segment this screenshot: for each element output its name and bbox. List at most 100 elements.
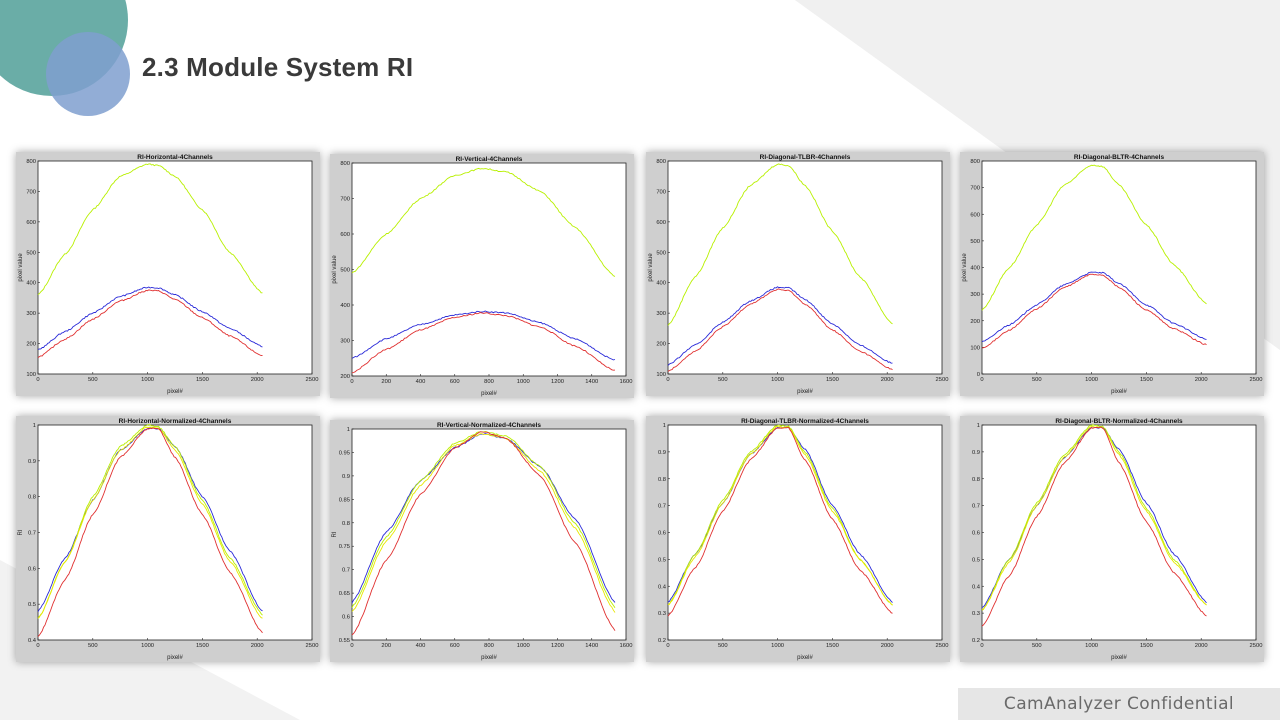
y-tick-label: 800 — [970, 159, 980, 165]
y-tick-label: 0.6 — [28, 566, 36, 572]
x-tick-label: 0 — [666, 377, 669, 383]
chart-ri-horizontal: RI-Horizontal-4Channels 0 500 1000 1500 2000 2… — [16, 152, 320, 396]
x-tick-label: 0 — [980, 377, 983, 383]
x-tick-label: 1500 — [826, 377, 839, 383]
y-tick-label: 0.7 — [342, 568, 350, 574]
x-tick-label: 2000 — [1195, 643, 1208, 649]
x-axis-label: pixel# — [481, 391, 497, 397]
x-tick-label: 1400 — [585, 643, 598, 649]
x-tick-label: 500 — [1032, 377, 1042, 383]
y-tick-label: 0 — [977, 372, 980, 378]
chart-title: RI-Vertical-Normalized-4Channels — [437, 422, 541, 429]
series-line-1 — [981, 271, 1207, 343]
x-tick-label: 1600 — [620, 379, 633, 385]
y-tick-label: 300 — [340, 339, 350, 345]
chart-title: RI-Diagonal-TLBR-4Channels — [760, 154, 851, 161]
y-tick-label: 800 — [340, 161, 350, 167]
chart-svg: RI-Horizontal-4Channels 0 500 1000 1500 2000 2… — [16, 152, 320, 396]
x-tick-label: 2000 — [881, 643, 894, 649]
series-line-3 — [667, 426, 893, 617]
chart-ri-horizontal-normalized: RI-Horizontal-Normalized-4Channels 0 500 10… — [16, 416, 320, 662]
x-tick-label: 1200 — [551, 643, 564, 649]
x-tick-label: 1000 — [1085, 643, 1098, 649]
y-tick-label: 1 — [33, 423, 36, 429]
series-line-2 — [351, 433, 616, 613]
x-tick-label: 200 — [381, 379, 391, 385]
x-tick-label: 2500 — [936, 377, 949, 383]
chart-title: RI-Diagonal-BLTR-4Channels — [1074, 154, 1165, 161]
plot-area — [981, 424, 1257, 641]
y-tick-label: 100 — [26, 372, 36, 378]
x-tick-label: 1400 — [585, 379, 598, 385]
plot-area — [351, 162, 627, 377]
y-tick-label: 0.5 — [658, 557, 666, 563]
y-tick-label: 0.4 — [972, 584, 981, 590]
series-line-2 — [667, 425, 893, 606]
series-line-2 — [981, 273, 1207, 349]
y-tick-label: 300 — [970, 292, 980, 298]
chart-title: RI-Diagonal-BLTR-Normalized-4Channels — [1055, 418, 1183, 425]
y-tick-label: 0.5 — [972, 557, 980, 563]
y-tick-label: 700 — [340, 197, 350, 203]
x-tick-label: 500 — [1032, 643, 1042, 649]
chart-title: RI-Horizontal-4Channels — [137, 154, 213, 161]
y-axis-label: pixel value — [648, 253, 654, 282]
y-tick-label: 0.7 — [972, 504, 980, 510]
y-tick-label: 0.6 — [972, 531, 980, 537]
x-axis-label: pixel# — [167, 389, 183, 395]
y-tick-label: 0.2 — [658, 638, 666, 644]
y-tick-label: 0.9 — [342, 474, 350, 480]
y-tick-label: 800 — [656, 159, 666, 165]
x-tick-label: 2500 — [1250, 377, 1263, 383]
y-tick-label: 600 — [26, 220, 36, 226]
x-axis-label: pixel# — [1111, 389, 1127, 395]
series-line-2 — [37, 426, 263, 619]
x-tick-label: 1000 — [141, 377, 154, 383]
series-line-2 — [667, 288, 893, 372]
y-tick-label: 0.55 — [339, 638, 350, 644]
y-tick-label: 0.8 — [972, 477, 980, 483]
x-tick-label: 0 — [36, 643, 39, 649]
y-tick-label: 0.4 — [658, 584, 667, 590]
x-tick-label: 400 — [416, 379, 426, 385]
y-tick-label: 1 — [977, 423, 980, 429]
y-tick-label: 0.8 — [658, 477, 666, 483]
series-line-2 — [981, 425, 1207, 611]
y-tick-label: 400 — [26, 281, 36, 287]
y-tick-label: 600 — [340, 232, 350, 238]
x-tick-label: 1000 — [517, 643, 530, 649]
series-line-1 — [667, 286, 893, 366]
chart-ri-diagonal-bltr-normalized: RI-Diagonal-BLTR-Normalized-4Channels 0 50… — [960, 416, 1264, 662]
x-tick-label: 0 — [36, 377, 39, 383]
chart-ri-diagonal-bltr: RI-Diagonal-BLTR-4Channels 0 500 1000 1500 20… — [960, 152, 1264, 396]
x-tick-label: 600 — [450, 643, 460, 649]
y-tick-label: 600 — [656, 220, 666, 226]
chart-ri-diagonal-tlbr: RI-Diagonal-TLBR-4Channels 0 500 1000 1500 20… — [646, 152, 950, 396]
y-tick-label: 0.85 — [339, 497, 350, 503]
y-tick-label: 0.9 — [28, 459, 36, 465]
y-tick-label: 0.95 — [339, 450, 350, 456]
x-tick-label: 0 — [350, 379, 353, 385]
y-tick-label: 0.4 — [28, 638, 37, 644]
x-tick-label: 1500 — [196, 643, 209, 649]
x-tick-label: 1500 — [826, 643, 839, 649]
chart-title: RI-Horizontal-Normalized-4Channels — [119, 418, 232, 425]
y-tick-label: 500 — [26, 250, 36, 256]
y-tick-label: 400 — [970, 266, 980, 272]
x-axis-label: pixel# — [481, 655, 497, 661]
y-tick-label: 700 — [970, 186, 980, 192]
x-tick-label: 800 — [484, 379, 494, 385]
x-tick-label: 1000 — [517, 379, 530, 385]
x-tick-label: 2500 — [306, 643, 319, 649]
confidential-footer: CamAnalyzer Confidential — [958, 688, 1280, 720]
y-tick-label: 500 — [656, 250, 666, 256]
y-tick-label: 500 — [340, 268, 350, 274]
x-tick-label: 1500 — [1140, 377, 1153, 383]
y-tick-label: 700 — [656, 189, 666, 195]
series-line-1 — [351, 310, 616, 361]
chart-svg: RI-Vertical-Normalized-4Channels 0 200 400 6… — [330, 420, 634, 662]
y-tick-label: 0.8 — [28, 495, 36, 501]
